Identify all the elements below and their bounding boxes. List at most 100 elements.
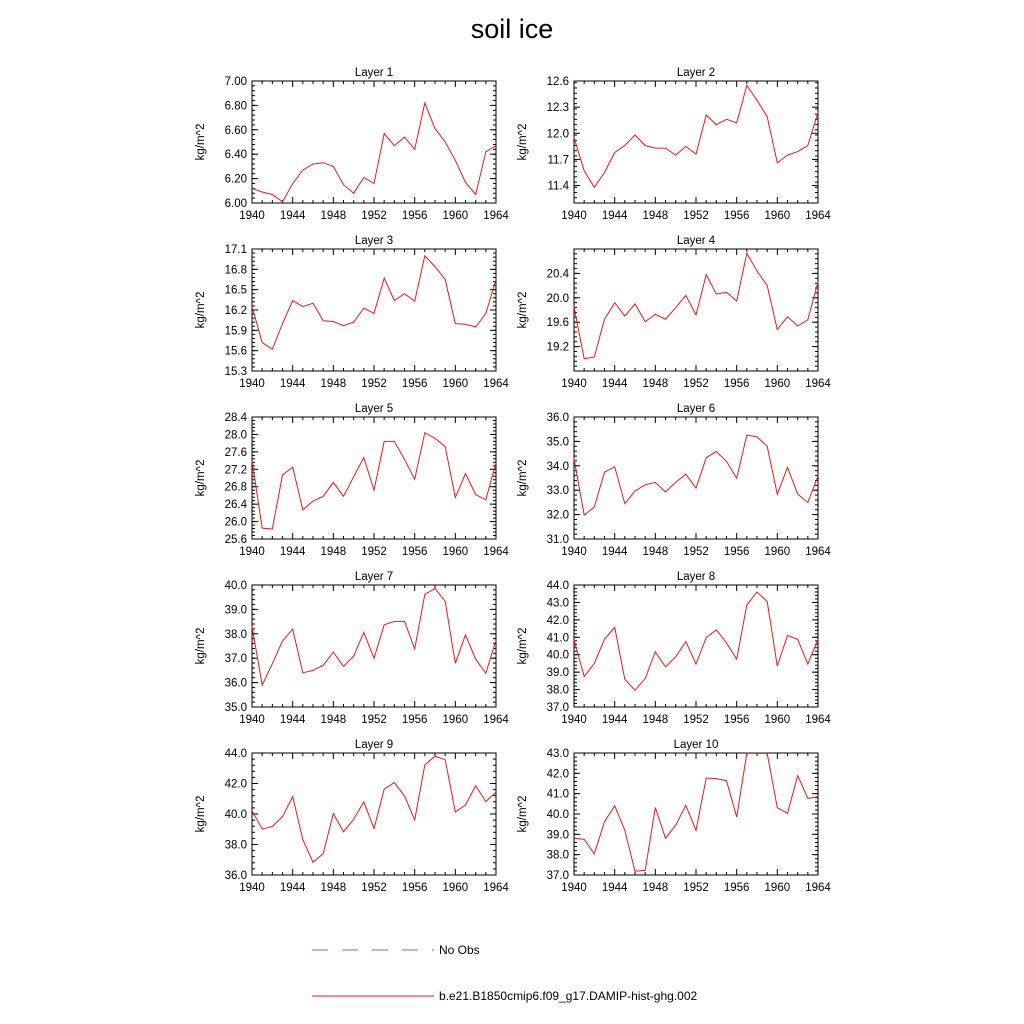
x-tick-label: 1944 <box>602 546 628 558</box>
x-tick-label: 1948 <box>643 546 669 558</box>
panel-title: Layer 1 <box>355 67 393 79</box>
x-tick-label: 1956 <box>402 882 428 894</box>
panel-layer-3: Layer 3 1940 1944 1948 1952 1956 1960 1964 15.3 1… <box>195 235 509 390</box>
y-tick-label: 37.0 <box>547 702 569 714</box>
y-axis-label: kg/m^2 <box>195 628 207 665</box>
series-line <box>573 434 819 517</box>
panel-layer-6: Layer 6 1940 1944 1948 1952 1956 1960 1964 31.0 3… <box>517 403 831 558</box>
plot-frame <box>251 584 497 708</box>
x-tick-label: 1948 <box>321 210 347 222</box>
series-line <box>251 587 497 687</box>
y-tick-label: 35.0 <box>225 702 247 714</box>
x-tick-label: 1944 <box>280 210 306 222</box>
x-tick-label: 1940 <box>561 714 587 726</box>
panel-title: Layer 6 <box>677 403 715 415</box>
x-tick-label: 1952 <box>361 378 387 390</box>
legend-entry: b.e21.B1850cmip6.f09_g17.DAMIP-hist-ghg.… <box>312 989 697 1003</box>
y-tick-label: 38.0 <box>225 629 247 641</box>
y-tick-label: 6.80 <box>225 100 247 112</box>
y-axis-label: kg/m^2 <box>195 124 207 161</box>
x-tick-label: 1964 <box>483 210 509 222</box>
y-tick-label: 42.0 <box>547 615 569 627</box>
x-tick-label: 1940 <box>561 546 587 558</box>
y-tick-label: 36.0 <box>225 870 247 882</box>
y-tick-label: 28.0 <box>225 429 247 441</box>
y-tick-label: 17.1 <box>225 244 247 256</box>
x-tick-label: 1956 <box>724 378 750 390</box>
panel-layer-9: Layer 9 1940 1944 1948 1952 1956 1960 1964 36.0 3… <box>195 739 509 894</box>
y-tick-label: 12.3 <box>547 102 569 114</box>
x-tick-label: 1940 <box>239 882 265 894</box>
x-tick-label: 1960 <box>443 714 469 726</box>
y-tick-label: 41.0 <box>547 632 569 644</box>
y-tick-label: 16.2 <box>225 305 247 317</box>
x-tick-label: 1952 <box>361 210 387 222</box>
x-tick-label: 1940 <box>561 378 587 390</box>
figure-title: soil ice <box>470 14 554 44</box>
series-line <box>251 755 497 864</box>
legend: No Obs b.e21.B1850cmip6.f09_g17.DAMIP-his… <box>312 943 697 1003</box>
plot-frame <box>251 752 497 876</box>
y-tick-label: 19.6 <box>547 317 569 329</box>
x-tick-label: 1952 <box>361 714 387 726</box>
y-tick-label: 20.0 <box>547 293 569 305</box>
y-tick-label: 36.0 <box>225 678 247 690</box>
x-tick-label: 1960 <box>765 714 791 726</box>
x-tick-label: 1956 <box>402 546 428 558</box>
panel-layer-2: Layer 2 1940 1944 1948 1952 1956 1960 1964 11.4 1… <box>517 67 831 222</box>
plot-frame <box>573 416 819 540</box>
panel-title: Layer 8 <box>677 571 715 583</box>
y-tick-label: 7.00 <box>225 76 247 88</box>
y-tick-label: 6.00 <box>225 198 247 210</box>
series-line <box>573 591 819 692</box>
y-tick-label: 26.8 <box>225 482 247 494</box>
plot-frame <box>573 752 819 876</box>
y-tick-label: 15.9 <box>225 325 247 337</box>
y-tick-label: 38.0 <box>547 685 569 697</box>
y-axis-label: kg/m^2 <box>517 628 529 665</box>
y-tick-label: 27.6 <box>225 447 247 459</box>
x-tick-label: 1960 <box>443 378 469 390</box>
x-tick-label: 1964 <box>483 546 509 558</box>
panel-title: Layer 9 <box>355 739 393 751</box>
y-tick-label: 37.0 <box>225 653 247 665</box>
x-tick-label: 1964 <box>805 882 831 894</box>
y-tick-label: 39.0 <box>225 604 247 616</box>
x-tick-label: 1948 <box>643 378 669 390</box>
x-tick-label: 1964 <box>483 378 509 390</box>
x-tick-label: 1944 <box>602 714 628 726</box>
x-tick-label: 1956 <box>402 378 428 390</box>
y-axis-label: kg/m^2 <box>195 796 207 833</box>
y-axis-label: kg/m^2 <box>517 292 529 329</box>
y-tick-label: 6.60 <box>225 125 247 137</box>
y-tick-label: 20.4 <box>547 268 570 280</box>
y-tick-label: 39.0 <box>547 829 569 841</box>
y-tick-label: 31.0 <box>547 534 569 546</box>
x-tick-label: 1952 <box>683 210 709 222</box>
series-line <box>251 431 497 530</box>
y-tick-label: 26.0 <box>225 517 247 529</box>
y-tick-label: 39.0 <box>547 667 569 679</box>
plot-frame <box>251 416 497 540</box>
legend-label: b.e21.B1850cmip6.f09_g17.DAMIP-hist-ghg.… <box>439 989 697 1003</box>
y-axis-label: kg/m^2 <box>517 460 529 497</box>
series-line <box>251 254 497 351</box>
panel-title: Layer 4 <box>677 235 716 247</box>
y-tick-label: 41.0 <box>547 789 569 801</box>
x-tick-label: 1964 <box>805 210 831 222</box>
x-tick-label: 1940 <box>239 714 265 726</box>
x-tick-label: 1940 <box>239 210 265 222</box>
panel-layer-1: Layer 1 1940 1944 1948 1952 1956 1960 1964 6.00 6… <box>195 67 509 222</box>
x-tick-label: 1964 <box>805 714 831 726</box>
panel-layer-8: Layer 8 1940 1944 1948 1952 1956 1960 1964 37.0 3… <box>517 571 831 726</box>
y-tick-label: 40.0 <box>225 809 247 821</box>
y-tick-label: 40.0 <box>225 580 247 592</box>
y-tick-label: 43.0 <box>547 597 569 609</box>
y-tick-label: 6.20 <box>225 174 247 186</box>
x-tick-label: 1952 <box>683 378 709 390</box>
y-tick-label: 32.0 <box>547 510 569 522</box>
x-tick-label: 1944 <box>280 714 306 726</box>
panel-layer-7: Layer 7 1940 1944 1948 1952 1956 1960 1964 35.0 3… <box>195 571 509 726</box>
y-tick-label: 42.0 <box>547 768 569 780</box>
